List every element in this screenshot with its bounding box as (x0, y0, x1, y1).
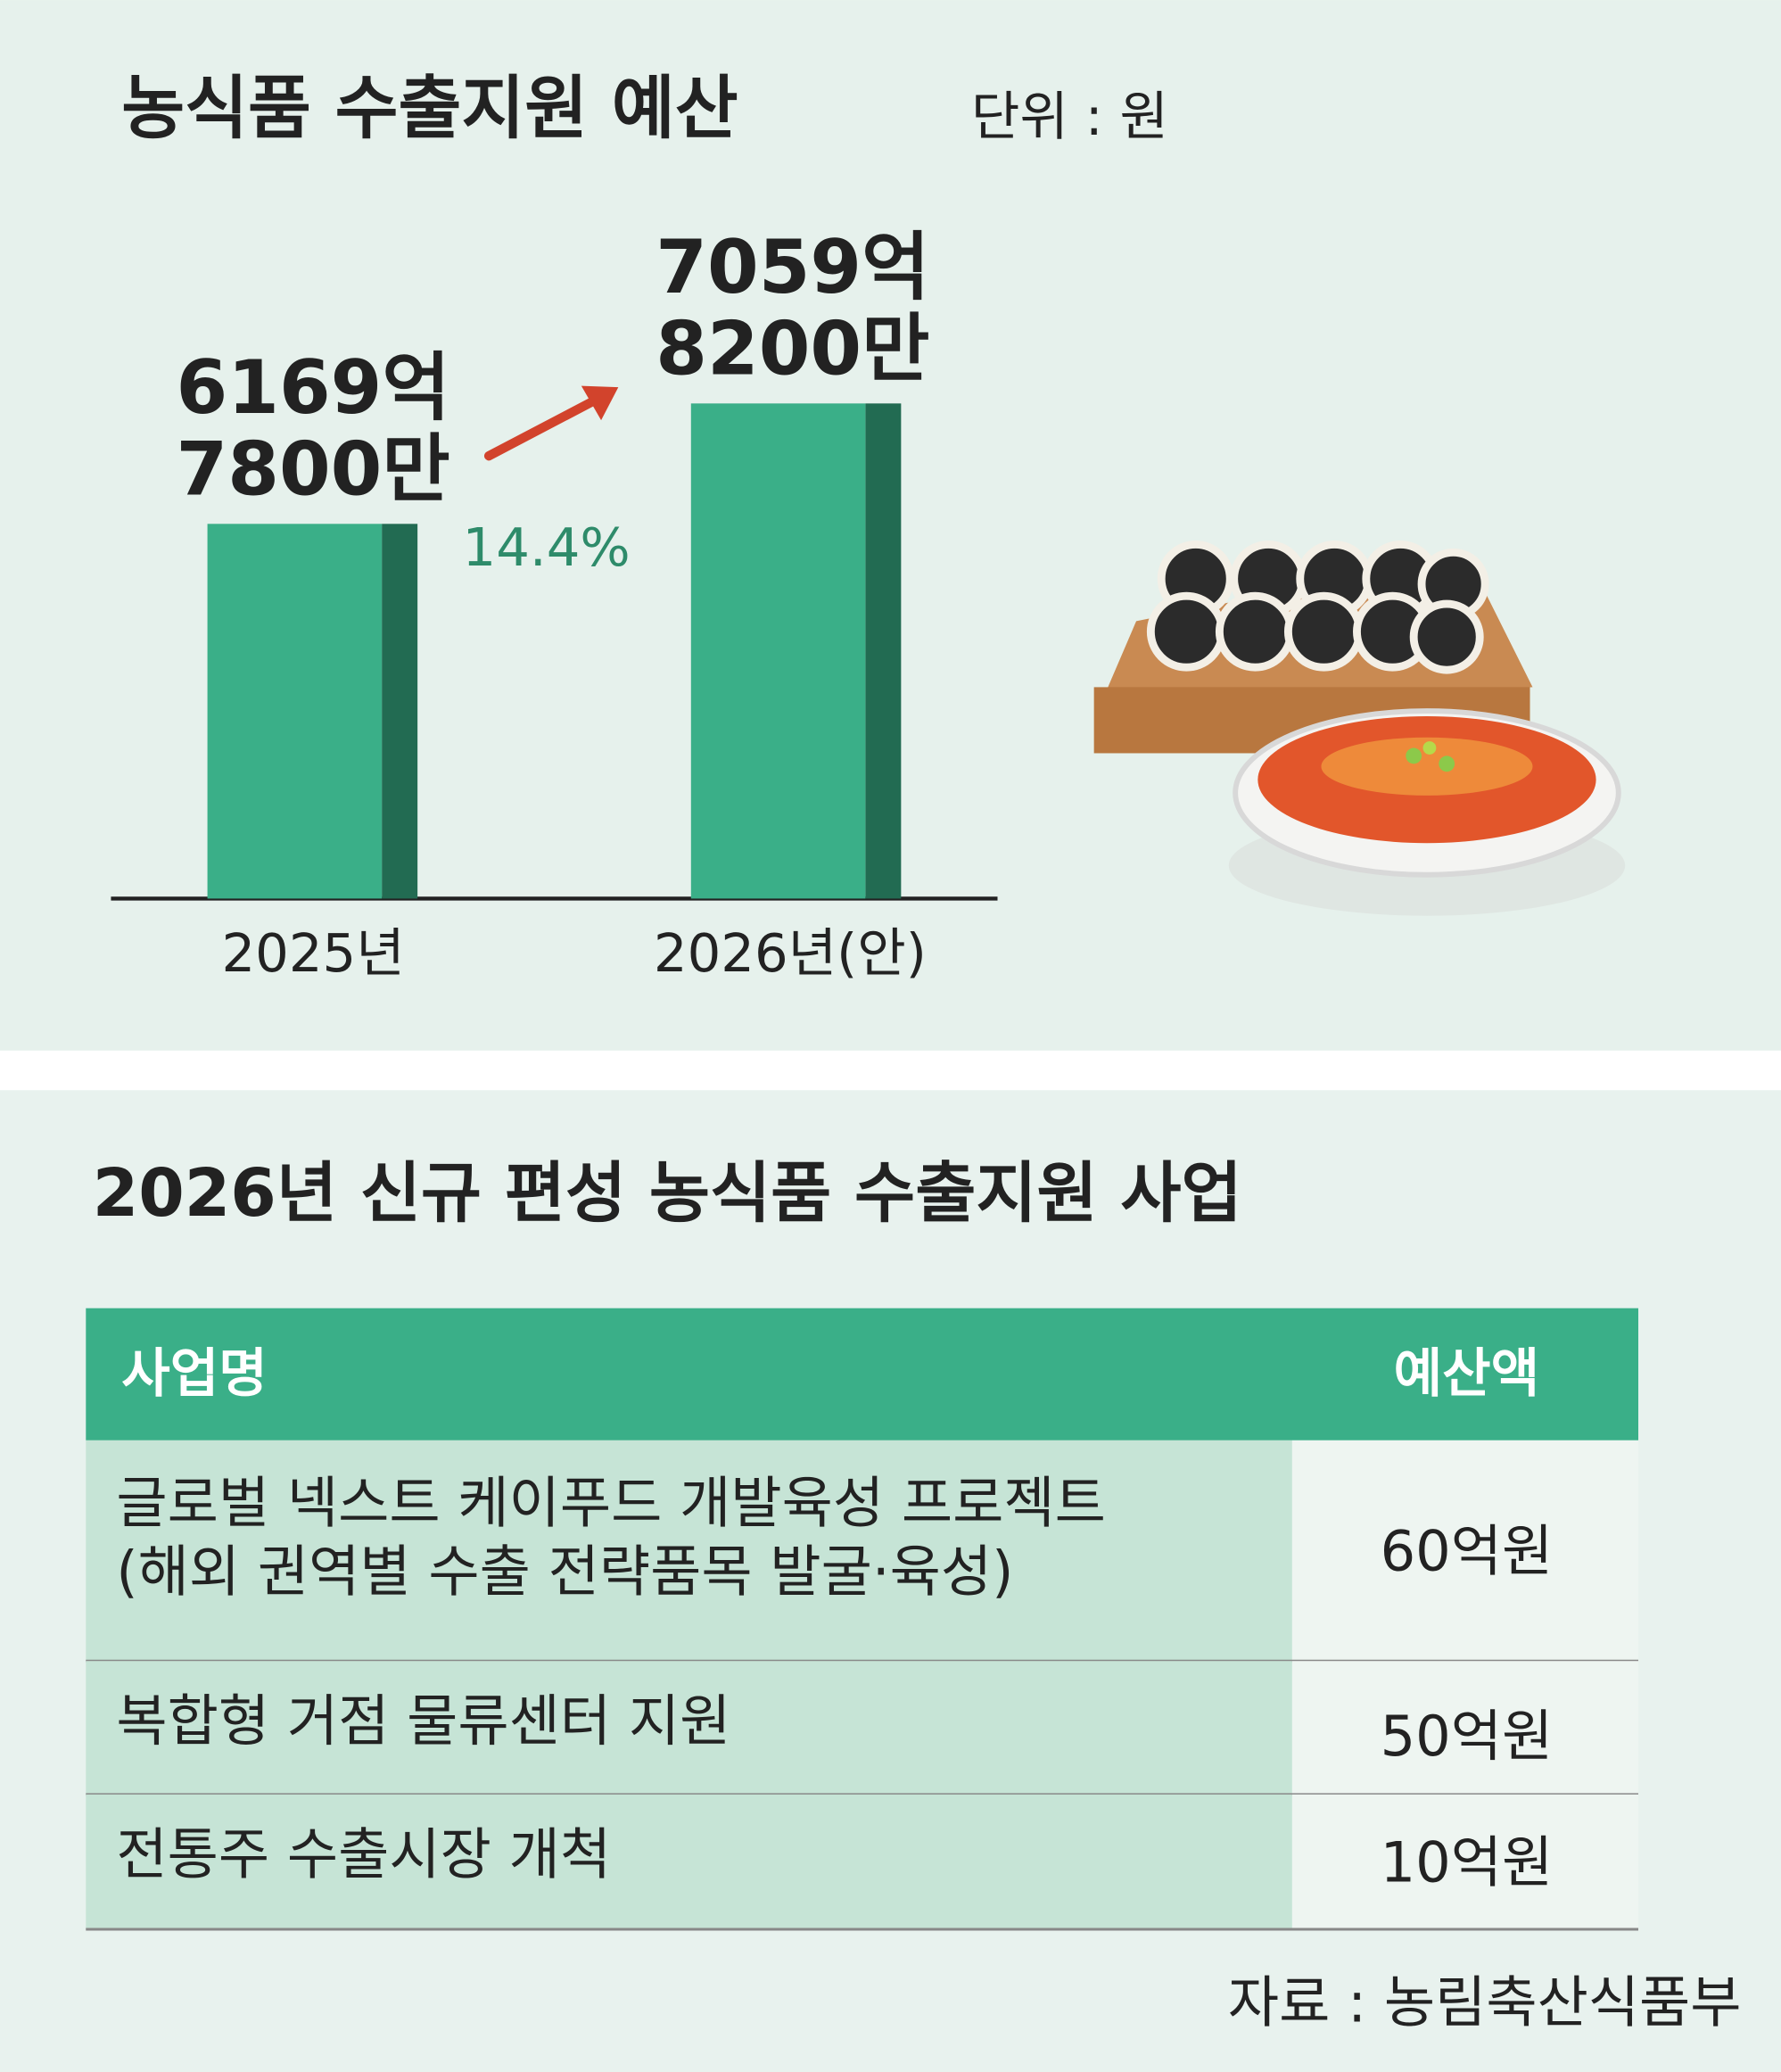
name-cell: 전통주 수출시장 개척 (116, 1822, 611, 1887)
bar (690, 403, 866, 899)
table-title: 2026년 신규 편성 농식품 수출지원 사업 (93, 1155, 1242, 1232)
bar (207, 524, 383, 899)
bar-side (382, 524, 418, 899)
name-cell-bg (86, 1440, 1292, 1662)
value-cell-bg (1291, 1440, 1639, 1662)
x-tick-label: 2025년 (221, 922, 404, 984)
value-cell: 10억원 (1381, 1830, 1554, 1895)
growth-annotation: 14.4% (463, 516, 631, 578)
unit-label: 단위 : 원 (971, 86, 1168, 147)
table-header (86, 1308, 1639, 1440)
value-label: 7059억 (656, 224, 929, 310)
name-cell-bg (86, 1794, 1292, 1929)
growth-arrow (483, 394, 602, 461)
name-cell: 복합형 거점 물류센터 지원 (116, 1688, 730, 1754)
value-label: 8200만 (656, 306, 929, 392)
value-cell: 50억원 (1381, 1704, 1554, 1769)
value-label: 7800만 (177, 426, 450, 513)
food-illustration (1093, 540, 1626, 916)
name-cell-bg (86, 1661, 1292, 1795)
value-cell-bg (1291, 1661, 1639, 1795)
growth-arrowhead (581, 385, 619, 421)
chart-title: 농식품 수출지원 예산 (121, 69, 738, 149)
header-cell: 사업명 (121, 1342, 268, 1404)
value-cell: 60억원 (1381, 1519, 1554, 1584)
x-tick-label: 2026년(안) (654, 922, 927, 984)
bar-side (865, 403, 902, 899)
name-cell: (해외 권역별 수출 전략품목 발굴·육성) (116, 1540, 1013, 1605)
value-cell-bg (1291, 1794, 1639, 1929)
source: 자료 : 농림축산식품부 (1228, 1970, 1742, 2035)
name-cell: 글로벌 넥스트 케이푸드 개발육성 프로젝트 (116, 1471, 1105, 1536)
value-label: 6169억 (177, 344, 450, 431)
header-cell: 예산액 (1394, 1342, 1540, 1404)
